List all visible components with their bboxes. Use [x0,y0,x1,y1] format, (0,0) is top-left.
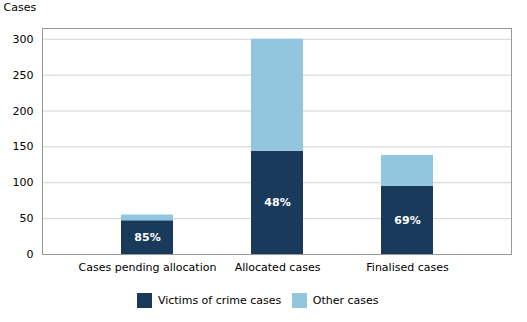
svg-text:250: 250 [13,69,34,82]
svg-text:0: 0 [27,248,34,261]
svg-text:Finalised cases: Finalised cases [366,261,449,274]
svg-text:Cases pending allocation: Cases pending allocation [79,261,217,274]
svg-text:150: 150 [13,140,34,153]
svg-text:48%: 48% [264,196,290,209]
html-text:Victims of crime cases: Victims of crime cases [157,294,282,307]
svg-text:200: 200 [13,105,34,118]
html-text:Other cases: Other cases [312,294,379,307]
svg-text:50: 50 [20,212,34,225]
svg-text:85%: 85% [134,231,160,244]
svg-text:69%: 69% [394,214,420,227]
svg-text:Cases: Cases [4,1,37,14]
svg-text:100: 100 [13,176,34,189]
svg-text:Allocated cases: Allocated cases [235,261,321,274]
svg-text:300: 300 [13,33,34,46]
